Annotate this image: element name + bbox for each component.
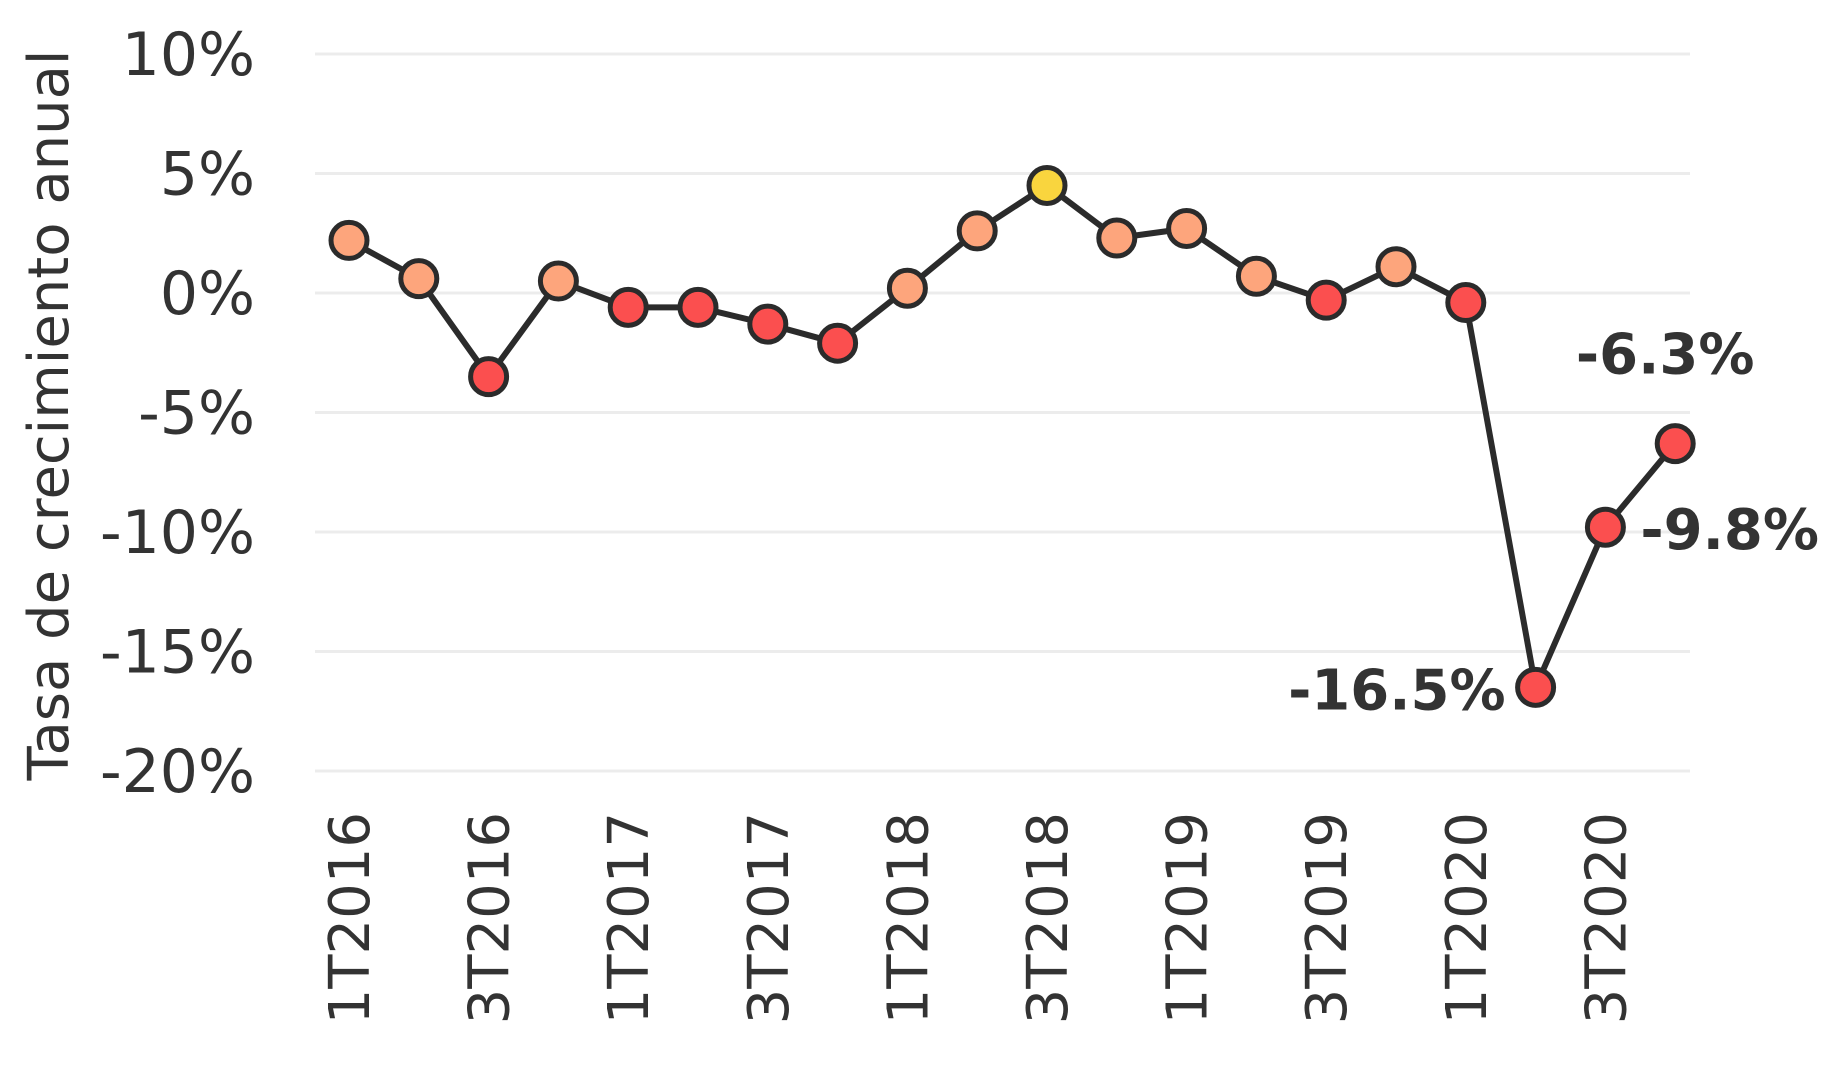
x-axis-ticks: 1T2016 3T2016 1T2017 3T2017 1T2018 3T2018 1T20… <box>318 812 1639 1024</box>
series-line <box>347 182 1678 691</box>
data-point <box>1305 279 1347 321</box>
y-tick-label: 0% <box>160 259 255 329</box>
data-point <box>886 267 928 309</box>
data-annotations: -16.5% -9.8% -6.3% <box>1288 323 1819 724</box>
data-point <box>677 286 719 328</box>
x-tick-label: 1T2018 <box>876 812 941 1024</box>
x-tick-label: 1T2020 <box>1435 812 1500 1024</box>
y-axis-label: Tasa de crecimiento anual <box>17 50 82 782</box>
data-point <box>398 258 440 300</box>
data-point <box>956 210 998 252</box>
y-tick-label: 5% <box>160 140 255 210</box>
data-point <box>1235 255 1277 297</box>
y-tick-label: -5% <box>138 379 255 449</box>
x-tick-label: 3T2016 <box>458 812 523 1024</box>
data-point <box>1584 506 1626 548</box>
data-point <box>607 286 649 328</box>
x-tick-label: 3T2019 <box>1295 812 1360 1024</box>
data-point <box>817 322 859 364</box>
data-label: -6.3% <box>1576 323 1755 388</box>
y-tick-label: -10% <box>100 498 255 568</box>
y-tick-label: -15% <box>100 618 255 688</box>
x-tick-label: 1T2017 <box>597 812 662 1024</box>
data-point <box>1096 217 1138 259</box>
y-axis-ticks: 10% 5% 0% -5% -10% -15% -20% <box>100 20 255 807</box>
data-point <box>1515 666 1557 708</box>
x-tick-label: 3T2018 <box>1016 812 1081 1024</box>
series-points <box>328 164 1696 708</box>
data-label: -9.8% <box>1640 498 1819 563</box>
y-tick-label: -20% <box>100 737 255 807</box>
data-point <box>1375 246 1417 288</box>
data-point <box>1445 282 1487 324</box>
data-point <box>1166 207 1208 249</box>
data-point <box>747 303 789 345</box>
x-tick-label: 3T2017 <box>737 812 802 1024</box>
data-point <box>1654 423 1696 465</box>
data-point <box>537 260 579 302</box>
data-point <box>1026 164 1068 206</box>
x-tick-label: 1T2016 <box>318 812 383 1024</box>
y-tick-label: 10% <box>122 20 255 90</box>
data-label: -16.5% <box>1288 658 1506 723</box>
data-point <box>468 356 510 398</box>
data-point <box>328 219 370 261</box>
x-tick-label: 1T2019 <box>1156 812 1221 1024</box>
x-tick-label: 3T2020 <box>1574 812 1639 1024</box>
